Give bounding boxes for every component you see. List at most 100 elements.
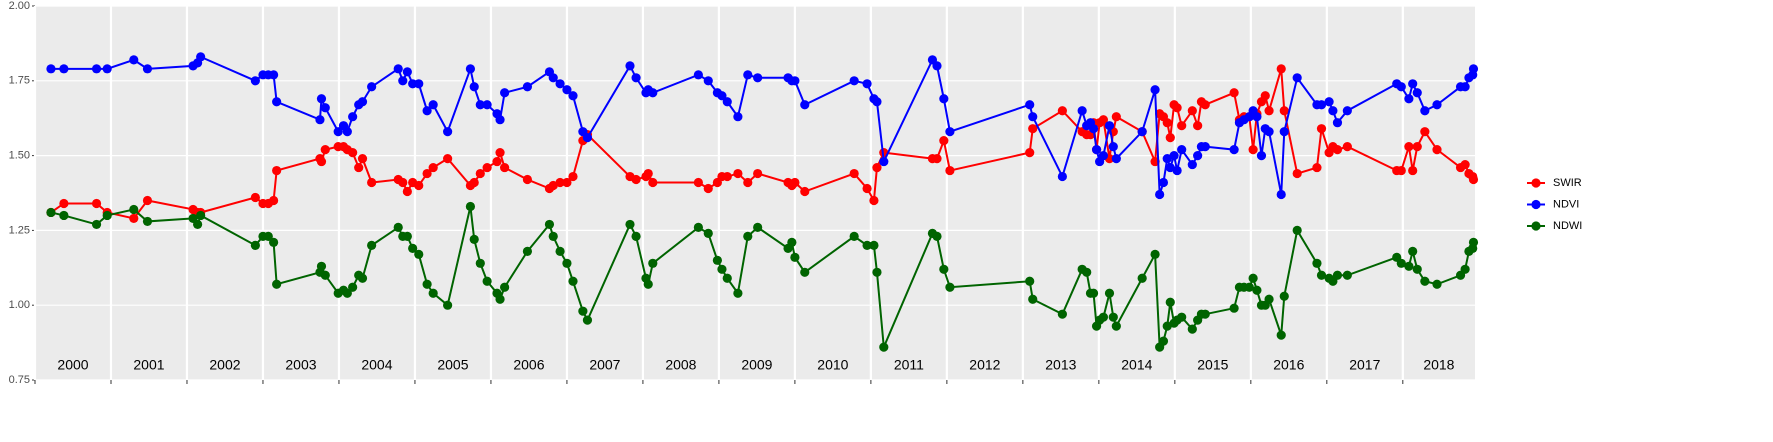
point <box>129 204 139 215</box>
point <box>393 222 403 233</box>
point <box>495 148 505 158</box>
point <box>348 148 358 158</box>
point <box>1460 159 1470 170</box>
y-tick-label: 1.50 <box>9 150 30 162</box>
point <box>367 177 377 188</box>
point <box>625 219 635 230</box>
y-tick-label: 0.75 <box>9 374 30 386</box>
y-tick-label: 1.00 <box>9 299 30 311</box>
point <box>469 234 479 244</box>
point <box>1169 151 1179 161</box>
point <box>703 228 713 238</box>
point <box>272 165 282 176</box>
point <box>443 153 453 164</box>
point <box>849 76 859 86</box>
point <box>402 67 412 77</box>
point <box>1264 294 1274 304</box>
point <box>500 162 510 173</box>
year-label: 2017 <box>1349 357 1380 373</box>
point <box>469 82 479 92</box>
point <box>643 168 653 179</box>
point <box>1332 145 1343 155</box>
point <box>469 177 479 188</box>
point <box>269 237 279 247</box>
point <box>1316 124 1327 134</box>
point <box>648 177 658 188</box>
year-label: 2015 <box>1197 357 1228 373</box>
point <box>1158 336 1169 346</box>
point <box>1276 189 1286 200</box>
point <box>495 294 505 304</box>
point <box>625 61 635 71</box>
year-label: 2013 <box>1045 357 1076 373</box>
legend-label: NDWI <box>1553 220 1582 232</box>
point <box>1200 100 1210 110</box>
point <box>250 192 260 203</box>
point <box>1150 249 1160 259</box>
point <box>939 136 949 146</box>
point <box>522 82 533 92</box>
point <box>1177 121 1187 131</box>
year-label: 2009 <box>741 357 772 373</box>
point <box>1316 100 1327 110</box>
point <box>1137 273 1147 283</box>
year-label: 2001 <box>133 357 164 373</box>
year-label: 2011 <box>894 357 924 373</box>
point <box>398 76 408 86</box>
point <box>743 231 753 241</box>
point <box>1468 64 1479 74</box>
point <box>643 279 653 289</box>
point <box>562 258 572 268</box>
point <box>1025 148 1035 158</box>
point <box>945 127 955 137</box>
point <box>102 210 112 221</box>
point <box>939 94 949 104</box>
point <box>1408 246 1418 256</box>
point <box>1468 174 1479 185</box>
point <box>753 168 763 179</box>
point <box>320 103 330 113</box>
legend-key-point <box>1531 178 1541 188</box>
point <box>1028 294 1038 304</box>
point <box>129 55 139 65</box>
point <box>1420 106 1430 116</box>
point <box>1332 270 1343 280</box>
point <box>443 300 453 310</box>
point <box>443 127 453 137</box>
point <box>1279 291 1289 301</box>
year-label: 2006 <box>513 357 544 373</box>
point <box>142 195 153 206</box>
point <box>1264 106 1274 116</box>
point <box>939 264 949 274</box>
point <box>693 70 703 80</box>
point <box>1420 127 1430 137</box>
point <box>1292 225 1302 235</box>
point <box>196 210 206 221</box>
point <box>367 240 377 250</box>
point <box>548 231 558 241</box>
point <box>568 171 578 182</box>
point <box>357 273 368 283</box>
year-label: 2003 <box>285 357 316 373</box>
point <box>1229 303 1239 313</box>
panel <box>35 6 1475 380</box>
point <box>1342 106 1352 116</box>
point <box>712 255 722 265</box>
point <box>693 222 703 233</box>
point <box>333 127 343 137</box>
point <box>414 180 424 191</box>
point <box>872 97 882 107</box>
point <box>367 82 377 92</box>
point <box>1404 142 1414 152</box>
y-tick-label: 2.00 <box>9 0 30 12</box>
point <box>555 246 565 256</box>
point <box>354 162 364 173</box>
point <box>548 73 558 83</box>
point <box>582 133 593 143</box>
year-label: 2016 <box>1273 357 1304 373</box>
point <box>862 240 872 250</box>
point <box>945 282 955 292</box>
point <box>1028 124 1038 134</box>
y-tick-label: 1.75 <box>9 75 30 87</box>
point <box>475 258 485 268</box>
